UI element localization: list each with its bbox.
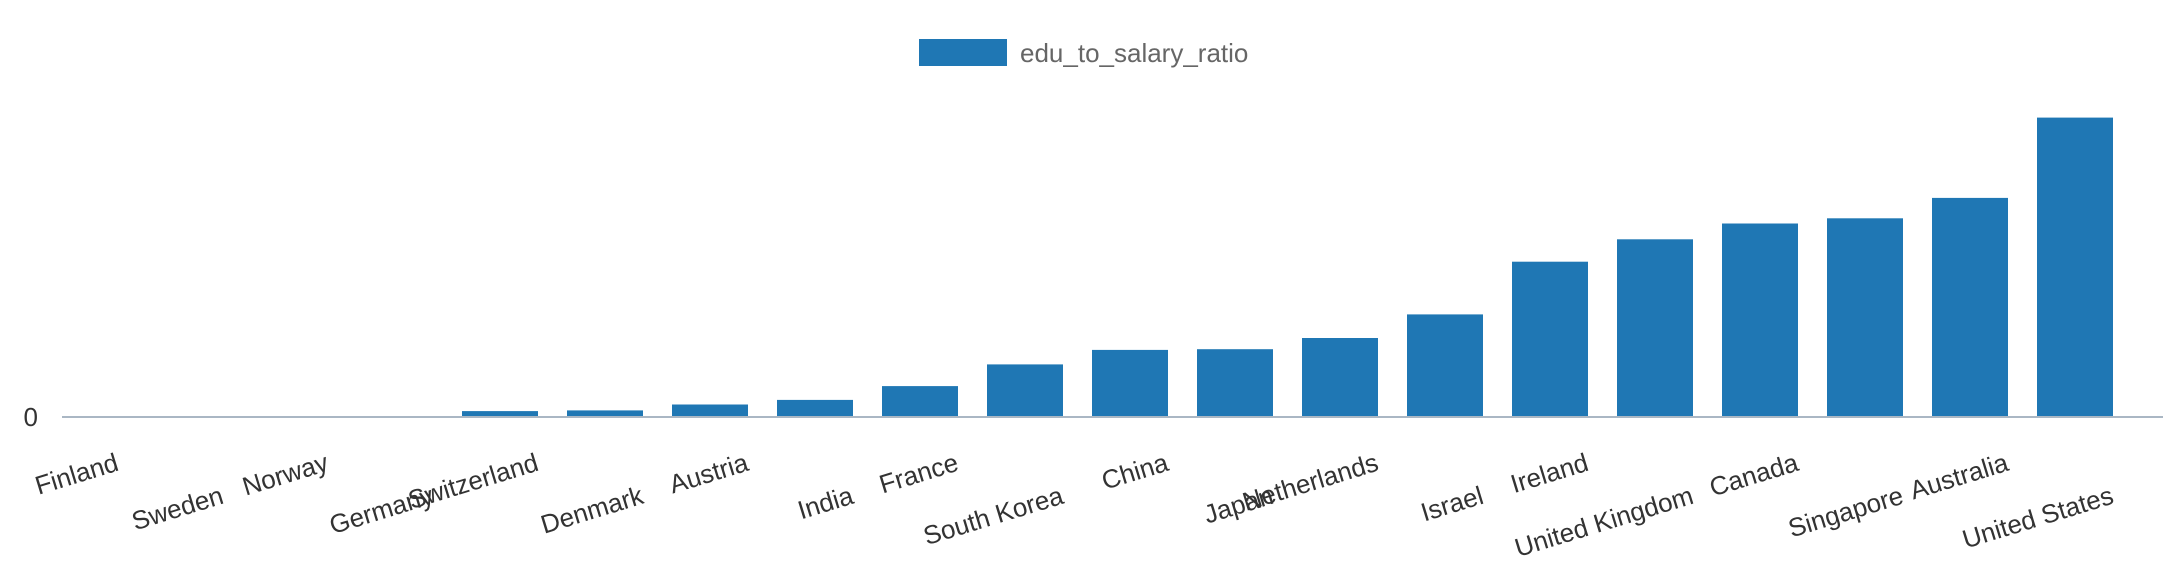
y-tick-label: 0 bbox=[24, 402, 38, 432]
bar-south-korea[interactable] bbox=[987, 364, 1063, 417]
bar-denmark[interactable] bbox=[567, 410, 643, 417]
x-axis-labels: FinlandSwedenNorwayGermanySwitzerlandDen… bbox=[31, 447, 2116, 563]
x-tick-label: China bbox=[1098, 447, 1172, 496]
bar-netherlands[interactable] bbox=[1302, 338, 1378, 417]
legend-label: edu_to_salary_ratio bbox=[1020, 38, 1248, 68]
x-tick-label: Austria bbox=[666, 447, 753, 500]
x-tick-label: Singapore bbox=[1785, 480, 1907, 543]
bar-japan[interactable] bbox=[1197, 349, 1273, 417]
bar-australia[interactable] bbox=[1932, 197, 2008, 417]
bar-switzerland[interactable] bbox=[462, 411, 538, 417]
x-tick-label: Israel bbox=[1417, 480, 1487, 527]
x-tick-label: Ireland bbox=[1507, 447, 1592, 499]
x-tick-label: Switzerland bbox=[404, 447, 541, 515]
legend-swatch bbox=[919, 39, 1007, 66]
x-tick-label: Australia bbox=[1906, 447, 2012, 505]
bar-singapore[interactable] bbox=[1827, 218, 1903, 417]
bar-austria[interactable] bbox=[672, 404, 748, 418]
x-tick-label: Netherlands bbox=[1239, 447, 1382, 517]
x-tick-label: Norway bbox=[239, 447, 332, 501]
bar-china[interactable] bbox=[1092, 349, 1168, 417]
bar-canada[interactable] bbox=[1722, 223, 1798, 418]
bar-india[interactable] bbox=[777, 399, 853, 417]
bar-united-kingdom[interactable] bbox=[1617, 239, 1693, 417]
x-tick-label: Sweden bbox=[128, 480, 227, 536]
legend[interactable]: edu_to_salary_ratio bbox=[919, 38, 1248, 68]
bar-ireland[interactable] bbox=[1512, 261, 1588, 417]
x-tick-label: South Korea bbox=[920, 480, 1068, 551]
x-tick-label: India bbox=[794, 480, 857, 525]
bars bbox=[357, 117, 2113, 418]
bar-united-states[interactable] bbox=[2037, 117, 2113, 417]
x-tick-label: Finland bbox=[31, 447, 121, 501]
bar-france[interactable] bbox=[882, 386, 958, 417]
x-tick-label: France bbox=[876, 447, 962, 499]
x-tick-label: United States bbox=[1959, 480, 2117, 554]
x-tick-label: Canada bbox=[1706, 447, 1802, 502]
x-tick-label: United Kingdom bbox=[1511, 480, 1697, 563]
bar-israel[interactable] bbox=[1407, 314, 1483, 417]
x-tick-label: Denmark bbox=[537, 480, 648, 540]
